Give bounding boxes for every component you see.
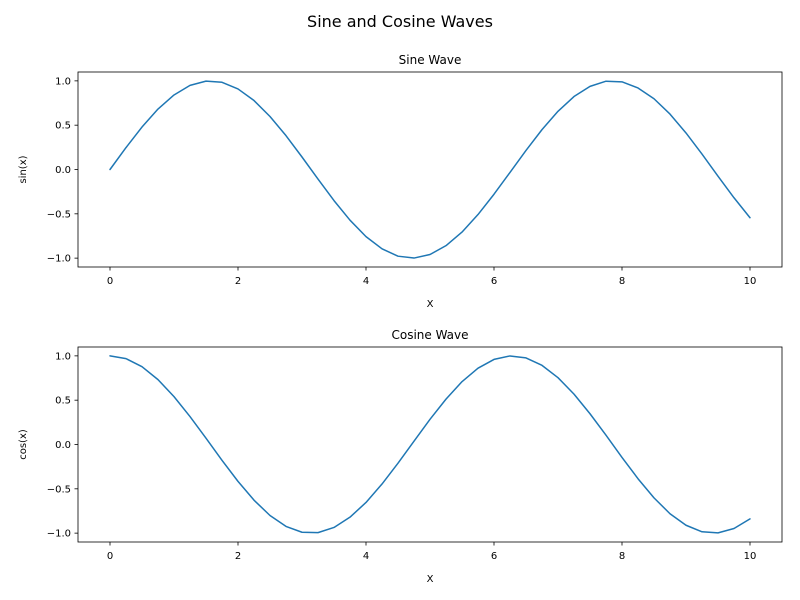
x-tick-label: 6 [491,276,497,287]
y-tick-label: −0.5 [47,484,71,495]
y-tick-label: 1.0 [55,76,71,87]
series-line-1-1 [109,80,751,259]
y-tick-label: −0.5 [47,209,71,220]
x-tick-label: 0 [107,276,113,287]
y-tick-label: 0.5 [55,121,71,132]
subplot-title: Cosine Wave [391,328,468,342]
x-tick-label: 4 [363,551,369,562]
axes-container: 0 2 4 6 8 10 −1.0 −0.5 0.0 0.5 1.0 Sine Wave Xsin(x)… [18,53,783,585]
x-tick-label: 10 [744,551,757,562]
y-tick-label: −1.0 [47,529,71,540]
y-tick-label: 0.5 [55,396,71,407]
x-tick-label: 8 [619,551,625,562]
figure-title: Sine and Cosine Waves [307,12,493,31]
x-tick-label: 4 [363,276,369,287]
x-axis-label: X [427,574,434,585]
x-axis-label: X [427,299,434,310]
x-tick-label: 0 [107,551,113,562]
x-tick-label: 2 [235,551,241,562]
y-axis-label: cos(x) [18,429,29,460]
x-tick-label: 8 [619,276,625,287]
y-tick-label: 0.0 [55,165,71,176]
y-tick-label: 1.0 [55,351,71,362]
y-tick-label: 0.0 [55,440,71,451]
subplot-2: 0 2 4 6 8 10 −1.0 −0.5 0.0 0.5 1.0 Cosine Wave Xcos(… [18,328,783,585]
series-line-2-1 [109,355,751,534]
x-tick-label: 2 [235,276,241,287]
subplot-title: Sine Wave [399,53,462,67]
x-tick-label: 10 [744,276,757,287]
y-tick-label: −1.0 [47,254,71,265]
y-axis-label: sin(x) [18,155,29,183]
x-tick-label: 6 [491,551,497,562]
